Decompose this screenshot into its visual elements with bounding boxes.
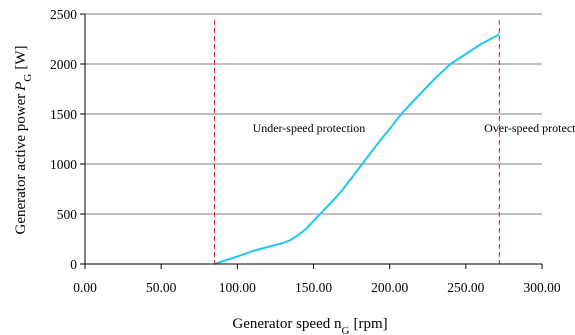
y-tick-label-0: 0 [70, 257, 77, 272]
series-layer [214, 33, 500, 265]
x-axis-label-sub: G [342, 325, 350, 335]
y-tick-label-1: 500 [57, 207, 78, 222]
y-axis-label: Generator active power PG [W] [13, 45, 34, 234]
y-tick-label-3: 1500 [50, 107, 77, 122]
y-axis-label-symbol: P [13, 82, 29, 92]
y-tick-label-2: 1000 [50, 157, 77, 172]
annotations: Under-speed protection Over-speed protect… [253, 121, 575, 135]
x-axis-label-unit: [rpm] [353, 316, 387, 332]
y-axis-label-text: Generator active power [13, 94, 29, 235]
x-tick-label-3: 150.00 [295, 280, 332, 295]
y-tick-label-5: 2500 [50, 7, 77, 22]
x-tick-label-0: 0.00 [73, 280, 97, 295]
x-tick-label-4: 200.00 [371, 280, 408, 295]
annotation-0: Under-speed protection [253, 121, 366, 135]
tick-labels: 0 500 1000 1500 2000 2500 0.00 50.00 100.00 150.0… [50, 7, 561, 295]
y-axis-label-unit: [W] [13, 45, 29, 69]
annotation-1: Over-speed protection [484, 121, 575, 135]
y-tick-label-4: 2000 [50, 57, 77, 72]
x-tick-label-1: 50.00 [146, 280, 177, 295]
x-tick-label-2: 100.00 [219, 280, 256, 295]
x-axis-label-text: Generator speed n [232, 316, 342, 332]
protection-lines [213, 20, 500, 264]
axes [80, 13, 543, 269]
y-axis-label-sub: G [22, 74, 34, 82]
x-axis-label: Generator speed nG [rpm] [232, 316, 387, 335]
series-line-0 [214, 33, 500, 265]
x-tick-label-5: 250.00 [447, 280, 484, 295]
grid-lines [85, 13, 542, 215]
x-tick-label-6: 300.00 [523, 280, 560, 295]
